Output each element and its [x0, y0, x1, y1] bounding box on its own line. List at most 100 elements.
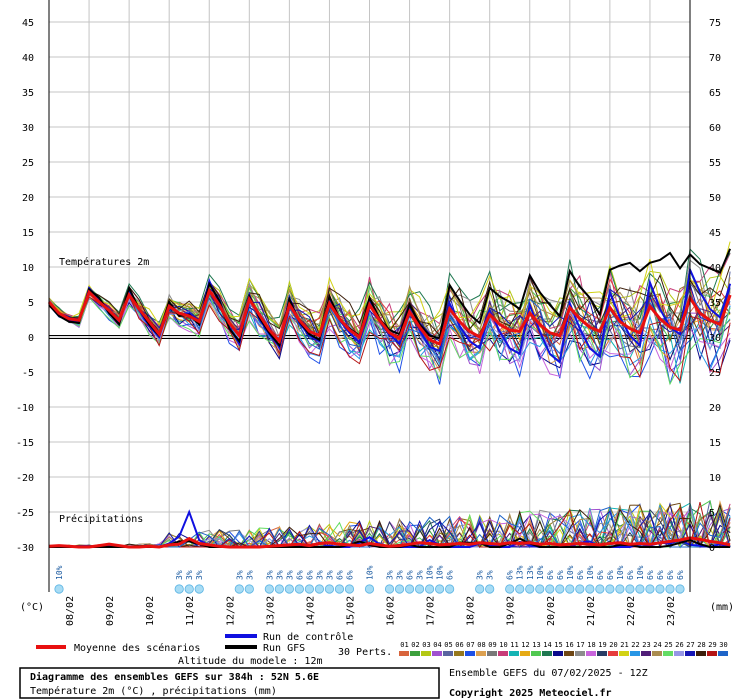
snow-probability-label: 3% — [275, 570, 284, 580]
snow-probability-label: 3% — [195, 570, 204, 580]
pert-id-label: 30 — [719, 641, 727, 649]
pert-id-label: 28 — [697, 641, 705, 649]
right-tick-label: 70 — [709, 53, 721, 64]
snowflake-icon — [194, 584, 204, 594]
right-tick-label: 0 — [709, 543, 715, 554]
right-tick-label: 10 — [709, 473, 721, 484]
right-tick-label: 40 — [709, 263, 721, 274]
chart-axes: 454035302520151050-5-10-15-20-25-3075706… — [16, 0, 721, 592]
left-tick-label: -10 — [16, 403, 34, 414]
pert-id-label: 03 — [422, 641, 430, 649]
left-tick-label: 40 — [22, 53, 34, 64]
pert-id-label: 08 — [477, 641, 485, 649]
snowflake-icon — [575, 584, 585, 594]
snow-probability-label: 3% — [325, 570, 334, 580]
run-info: Ensemble GEFS du 07/02/2025 - 12Z — [449, 668, 648, 679]
snowflake-icon — [414, 584, 425, 594]
date-label: 09/02 — [105, 596, 116, 626]
pert-swatch — [597, 651, 607, 656]
snow-probability-label: 3% — [185, 570, 194, 580]
snow-probability-label: 10% — [566, 565, 575, 580]
legend: Moyenne des scénarios Run de contrôle Ru… — [36, 631, 728, 667]
snow-probability-row: 10% 3% 3% 3% 3% 3% 3% 3% 3% 6% 6% 3% 3% 6% 6% 10% 3% 3% 6%… — [54, 565, 685, 594]
pert-swatch — [421, 651, 431, 656]
pert-swatch — [454, 651, 464, 656]
snowflake-icon — [284, 584, 294, 594]
copyright: Copyright 2025 Meteociel.fr — [449, 687, 612, 699]
pert-id-label: 23 — [642, 641, 650, 649]
pert-id-label: 16 — [565, 641, 573, 649]
right-tick-label: 45 — [709, 228, 721, 239]
legend-mean-label: Moyenne des scénarios — [74, 642, 200, 654]
date-label: 20/02 — [546, 596, 557, 626]
mean-precip-line — [48, 536, 731, 549]
snowflake-icon — [595, 584, 605, 594]
snowflake-icon — [585, 584, 595, 594]
member-29-temp-line — [48, 293, 731, 383]
pert-id-label: 06 — [455, 641, 463, 649]
right-tick-label: 5 — [709, 508, 715, 519]
snow-probability-label: 6% — [556, 570, 565, 580]
snowflake-icon — [655, 584, 665, 594]
right-tick-label: 35 — [709, 298, 721, 309]
snow-probability-label: 6% — [446, 570, 455, 580]
snow-probability-label: 6% — [345, 570, 354, 580]
snow-probability-label: 6% — [406, 570, 415, 580]
snowflake-icon — [324, 584, 335, 594]
pert-id-label: 18 — [587, 641, 595, 649]
snowflake-icon — [174, 584, 184, 594]
legend-gfs-label: Run GFS — [263, 643, 305, 654]
snowflake-icon — [555, 584, 565, 594]
right-tick-label: 20 — [709, 403, 721, 414]
snowflake-icon — [505, 584, 515, 594]
date-label: 18/02 — [466, 596, 477, 626]
pert-id-label: 07 — [466, 641, 474, 649]
date-label: 17/02 — [426, 596, 437, 626]
snowflake-icon — [314, 584, 325, 594]
snowflake-icon — [264, 584, 274, 594]
snowflake-icon — [294, 584, 304, 594]
legend-perts-label: 30 Perts. — [338, 647, 392, 658]
left-tick-label: 25 — [22, 158, 34, 169]
pert-swatch — [465, 651, 475, 656]
snowflake-icon — [535, 584, 545, 594]
snow-probability-label: 3% — [285, 570, 294, 580]
pert-id-label: 20 — [609, 641, 617, 649]
snow-probability-label: 6% — [546, 570, 555, 580]
pert-id-label: 09 — [488, 641, 496, 649]
date-label: 21/02 — [586, 596, 597, 626]
left-tick-label: 35 — [22, 88, 34, 99]
right-tick-label: 60 — [709, 123, 721, 134]
pert-id-label: 13 — [532, 641, 540, 649]
pert-id-label: 25 — [664, 641, 672, 649]
snowflake-icon — [234, 584, 244, 594]
pert-swatch — [531, 651, 541, 656]
snow-probability-label: 10% — [436, 565, 445, 580]
right-tick-label: 25 — [709, 368, 721, 379]
snow-probability-label: 3% — [235, 570, 244, 580]
snow-probability-label: 6% — [576, 570, 585, 580]
mean-temp-line — [47, 287, 732, 347]
date-label: 23/02 — [666, 596, 677, 626]
pert-id-label: 27 — [686, 641, 694, 649]
pert-id-label: 17 — [576, 641, 584, 649]
precipitation-lines — [48, 500, 731, 549]
footer-subtitle: Température 2m (°C) , précipitations (mm… — [30, 685, 277, 697]
footer-title: Diagramme des ensembles GEFS sur 384h : … — [30, 671, 319, 683]
left-tick-label: 10 — [22, 263, 34, 274]
date-label: 15/02 — [345, 596, 356, 626]
pert-swatch — [619, 651, 629, 656]
date-labels: 08/02 09/02 10/02 11/02 12/02 13/02 14/02 15/02… — [65, 596, 677, 626]
pert-swatch — [608, 651, 618, 656]
snow-probability-label: 3% — [386, 570, 395, 580]
snowflake-icon — [675, 584, 685, 594]
date-label: 12/02 — [225, 596, 236, 626]
pert-id-label: 05 — [444, 641, 452, 649]
snow-probability-label: 10% — [366, 565, 375, 580]
snow-probability-label: 13% — [526, 565, 535, 580]
pert-id-label: 24 — [653, 641, 661, 649]
snowflake-icon — [665, 584, 675, 594]
legend-control-label: Run de contrôle — [263, 631, 353, 643]
date-label: 10/02 — [145, 596, 156, 626]
